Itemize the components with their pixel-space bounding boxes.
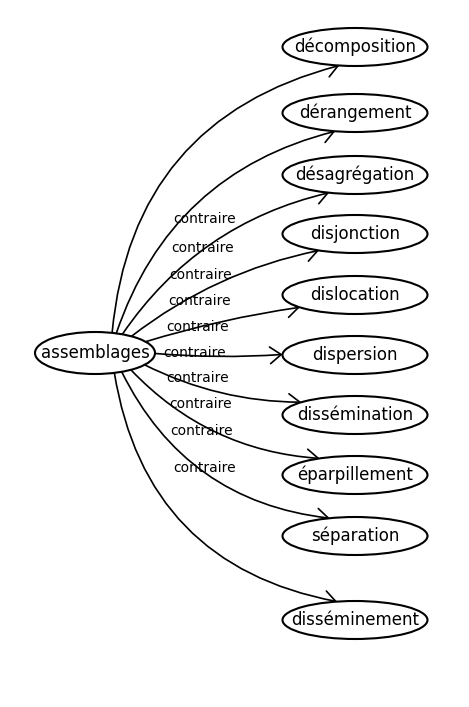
- Text: contraire: contraire: [163, 346, 226, 360]
- Ellipse shape: [282, 517, 428, 555]
- FancyArrowPatch shape: [144, 365, 300, 411]
- Text: contraire: contraire: [166, 371, 229, 385]
- Text: disséminement: disséminement: [291, 611, 419, 629]
- Ellipse shape: [282, 28, 428, 66]
- Text: disjonction: disjonction: [310, 225, 400, 243]
- Text: séparation: séparation: [311, 527, 399, 545]
- Text: contraire: contraire: [169, 269, 232, 282]
- Ellipse shape: [282, 156, 428, 194]
- Text: contraire: contraire: [173, 212, 235, 226]
- FancyArrowPatch shape: [122, 372, 328, 525]
- Text: dissémination: dissémination: [297, 406, 413, 424]
- FancyArrowPatch shape: [112, 61, 338, 333]
- FancyArrowPatch shape: [155, 347, 281, 363]
- Text: dislocation: dislocation: [310, 286, 400, 304]
- Text: contraire: contraire: [171, 241, 234, 255]
- FancyArrowPatch shape: [131, 370, 318, 466]
- Ellipse shape: [282, 601, 428, 639]
- Text: décomposition: décomposition: [294, 37, 416, 57]
- Text: dérangement: dérangement: [299, 104, 411, 122]
- Text: contraire: contraire: [166, 320, 228, 334]
- Text: dispersion: dispersion: [312, 346, 398, 364]
- Ellipse shape: [282, 336, 428, 374]
- FancyArrowPatch shape: [131, 245, 318, 337]
- Text: contraire: contraire: [168, 294, 231, 308]
- Text: contraire: contraire: [171, 424, 233, 438]
- Ellipse shape: [35, 332, 155, 374]
- FancyArrowPatch shape: [122, 187, 328, 334]
- FancyArrowPatch shape: [116, 127, 334, 334]
- Ellipse shape: [282, 94, 428, 132]
- Text: contraire: contraire: [169, 397, 232, 411]
- Ellipse shape: [282, 276, 428, 314]
- Ellipse shape: [282, 396, 428, 434]
- Text: assemblages: assemblages: [40, 344, 150, 362]
- FancyArrowPatch shape: [114, 373, 336, 607]
- Text: éparpillement: éparpillement: [297, 466, 413, 484]
- FancyArrowPatch shape: [145, 301, 298, 341]
- Text: contraire: contraire: [173, 462, 235, 476]
- Text: désagrégation: désagrégation: [295, 165, 415, 185]
- Ellipse shape: [282, 456, 428, 494]
- Ellipse shape: [282, 215, 428, 253]
